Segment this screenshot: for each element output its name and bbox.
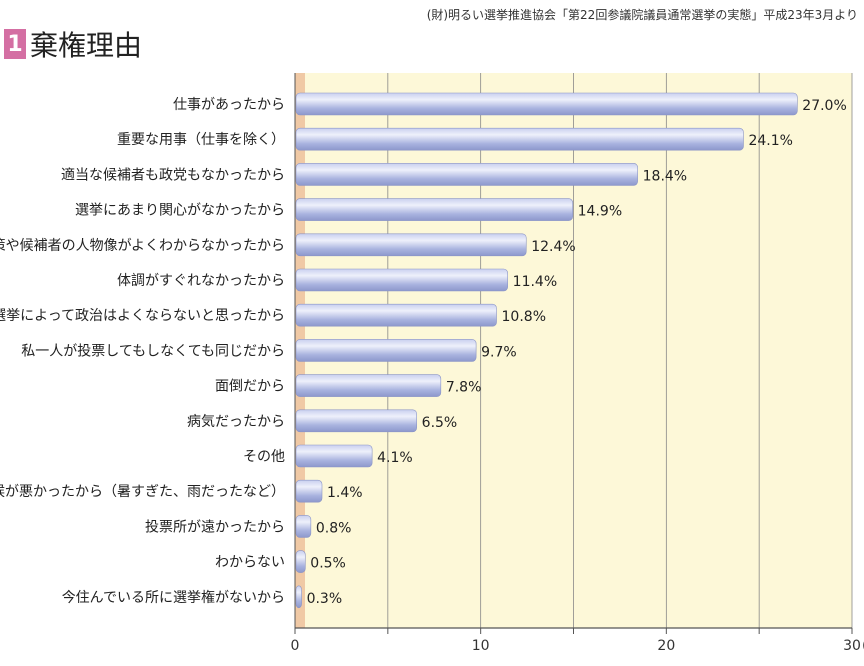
x-tick-label: 20 (657, 638, 675, 654)
source-note: (財)明るい選挙推進協会「第22回参議院議員通常選挙の実態」平成23年3月より (426, 8, 858, 22)
data-label: 0.8% (316, 520, 352, 536)
data-label: 0.5% (310, 556, 346, 572)
bar (295, 268, 508, 292)
category-label: 選挙によって政治はよくならないと思ったから (0, 308, 285, 324)
data-label: 27.0% (802, 98, 846, 114)
bar (295, 550, 306, 573)
bar (295, 303, 497, 327)
data-label: 12.4% (531, 239, 575, 255)
category-label: 重要な用事（仕事を除く） (117, 132, 285, 148)
bar (295, 444, 373, 468)
category-label: その他 (243, 449, 285, 465)
bar (295, 585, 302, 609)
category-label: 私一人が投票してもしなくても同じだから (21, 343, 285, 359)
bar (295, 198, 573, 221)
category-label: 政党の政策や候補者の人物像がよくわからなかったから (0, 237, 285, 254)
x-tick-label: 0 (291, 638, 300, 654)
data-label: 18.4% (643, 168, 687, 184)
bar (295, 339, 477, 362)
data-label: 10.8% (502, 309, 546, 325)
bar (295, 127, 744, 151)
data-label: 0.3% (307, 591, 343, 607)
category-label: 投票所が遠かったから (145, 519, 285, 535)
bar (295, 515, 312, 538)
x-axis-unit: (%) (862, 638, 864, 654)
bar (295, 374, 442, 397)
data-label: 6.5% (422, 415, 458, 431)
category-label: 病気だったから (187, 414, 285, 430)
data-label: 7.8% (446, 380, 482, 396)
bar (295, 409, 417, 433)
page-title: 棄権理由 (30, 29, 143, 62)
data-label: 24.1% (748, 133, 792, 149)
category-label: 天候が悪かったから（暑すぎた、雨だったなど） (0, 484, 285, 500)
category-label: 今住んでいる所に選挙権がないから (62, 589, 285, 606)
data-label: 11.4% (513, 274, 557, 290)
bar (295, 92, 798, 116)
data-label: 9.7% (481, 344, 517, 360)
category-label: 適当な候補者も政党もなかったから (61, 166, 285, 183)
category-label: 選挙にあまり関心がなかったから (75, 203, 285, 219)
bar (295, 163, 638, 186)
bar (295, 479, 323, 503)
category-label: わからない (215, 555, 285, 571)
section-number-badge: 1 (4, 29, 26, 59)
category-label: 仕事があったから (173, 97, 285, 113)
category-label: 面倒だから (215, 379, 285, 395)
section-title: 1 棄権理由 (4, 24, 142, 64)
category-label: 体調がすぐれなかったから (117, 273, 285, 289)
x-tick-label: 30 (843, 638, 861, 654)
data-label: 1.4% (327, 485, 363, 501)
data-label: 4.1% (377, 450, 413, 466)
data-label: 14.9% (578, 204, 622, 220)
x-tick-label: 10 (472, 638, 490, 654)
bar (295, 233, 527, 257)
